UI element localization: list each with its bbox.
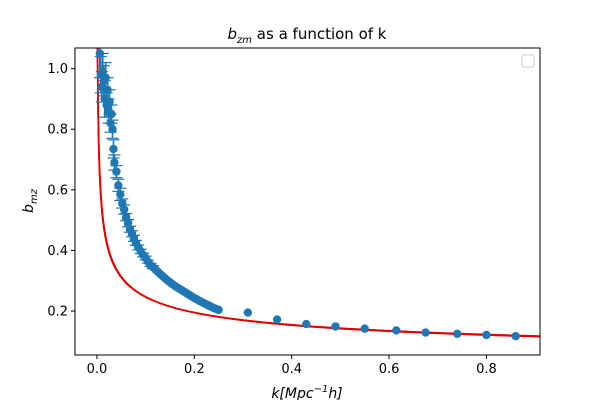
y-tick-label: 0.4 bbox=[47, 244, 68, 259]
data-point bbox=[105, 97, 114, 107]
data-points bbox=[95, 49, 520, 341]
y-tick-label: 0.8 bbox=[47, 123, 68, 138]
x-axis-ticks: 0.0 0.2 0.4 0.6 0.8 bbox=[87, 355, 497, 377]
fit-curve bbox=[96, 48, 540, 337]
x-tick-label: 0.4 bbox=[281, 362, 302, 377]
fit-curves bbox=[96, 48, 540, 338]
data-point bbox=[101, 73, 110, 82]
y-axis-ticks: 0.2 0.4 0.6 0.8 1.0 bbox=[47, 62, 75, 320]
data-point bbox=[112, 167, 121, 176]
y-axis-label: bmz bbox=[21, 188, 40, 213]
data-point bbox=[331, 322, 340, 331]
y-tick-label: 1.0 bbox=[47, 62, 68, 77]
data-point bbox=[108, 125, 117, 134]
data-point bbox=[453, 329, 462, 338]
data-point bbox=[392, 326, 401, 335]
data-point bbox=[95, 49, 105, 58]
data-point bbox=[103, 85, 112, 95]
data-point bbox=[482, 330, 491, 340]
data-point bbox=[302, 319, 311, 329]
data-point bbox=[243, 308, 253, 317]
plot-frame bbox=[74, 47, 541, 356]
data-point bbox=[119, 205, 129, 214]
data-point bbox=[214, 305, 223, 315]
data-point bbox=[272, 315, 282, 324]
y-tick-label: 0.2 bbox=[47, 305, 68, 320]
data-point bbox=[421, 328, 430, 337]
data-point bbox=[109, 144, 118, 154]
x-axis-label: k[Mpc−1h] bbox=[271, 384, 342, 400]
x-tick-label: 0.6 bbox=[379, 362, 400, 377]
x-tick-label: 0.2 bbox=[184, 362, 205, 377]
x-tick-label: 0.0 bbox=[87, 362, 108, 377]
chart-title: bzm as a function of k bbox=[228, 25, 387, 46]
data-point bbox=[360, 324, 369, 333]
data-point bbox=[107, 109, 116, 119]
data-point bbox=[116, 190, 125, 199]
legend-box bbox=[521, 54, 535, 68]
y-tick-label: 0.6 bbox=[47, 183, 68, 198]
x-tick-label: 0.8 bbox=[476, 362, 497, 377]
data-point bbox=[110, 158, 119, 167]
data-point bbox=[114, 181, 123, 190]
data-point bbox=[511, 332, 520, 341]
